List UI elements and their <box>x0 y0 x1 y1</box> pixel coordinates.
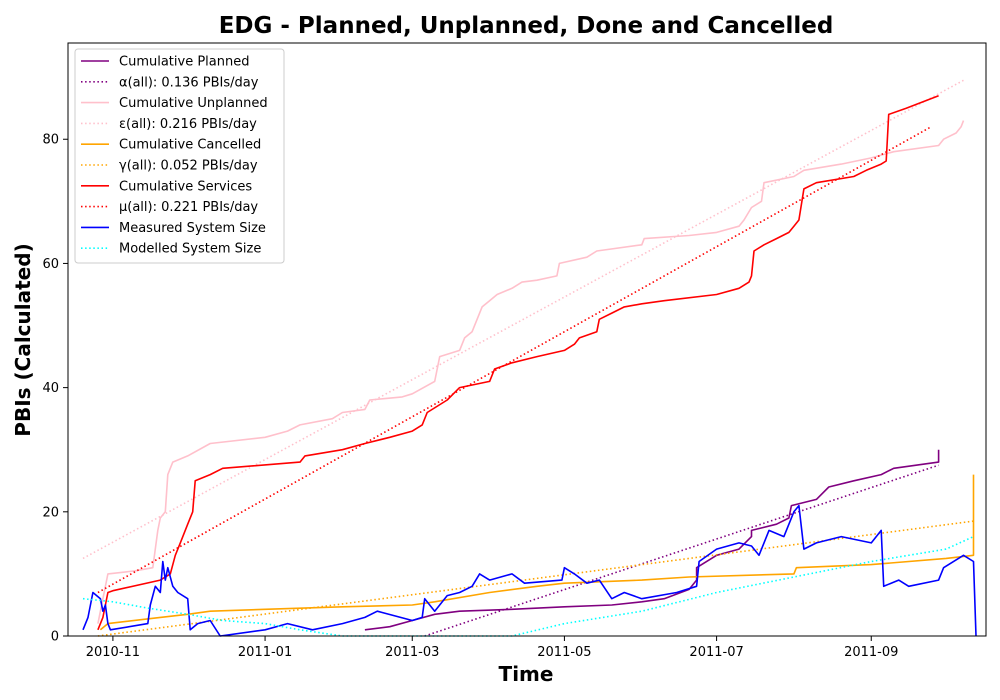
legend-entry-1: Cumulative Planned <box>119 55 249 70</box>
series-line-4 <box>82 79 964 560</box>
x-tick-label: 2011-05 <box>537 645 591 660</box>
x-tick-label: 2010-11 <box>86 645 140 660</box>
y-tick-label: 20 <box>42 505 59 520</box>
legend-entry-3: Cumulative Unplanned <box>119 96 268 111</box>
y-axis-label: PBIs (Calculated) <box>11 243 35 436</box>
legend-entry-9: Measured System Size <box>119 221 266 236</box>
x-tick-label: 2011-03 <box>385 645 439 660</box>
series-line-2 <box>424 464 939 637</box>
x-tick-label: 2011-01 <box>238 645 292 660</box>
chart-title: EDG - Planned, Unplanned, Done and Cance… <box>219 13 834 39</box>
legend-entry-4: ε(all): 0.216 PBIs/day <box>119 117 257 132</box>
y-tick-label: 0 <box>51 630 59 645</box>
legend-entry-2: α(all): 0.136 PBIs/day <box>119 75 259 90</box>
x-tick-label: 2011-07 <box>689 645 743 660</box>
legend-entry-8: μ(all): 0.221 PBIs/day <box>119 200 258 215</box>
legend-entry-7: Cumulative Services <box>119 179 252 194</box>
series-line-6 <box>97 520 974 637</box>
y-tick-label: 80 <box>42 133 59 148</box>
series-line-7 <box>97 95 939 631</box>
y-axis: 0 20 40 60 80 <box>42 133 68 645</box>
y-tick-label: 60 <box>42 257 59 272</box>
legend-entry-6: γ(all): 0.052 PBIs/day <box>119 159 258 174</box>
series-line-8 <box>97 126 932 594</box>
plot-frame <box>67 42 987 637</box>
legend-entry-5: Cumulative Cancelled <box>119 138 261 153</box>
series-layer <box>82 79 977 637</box>
x-tick-label: 2011-09 <box>844 645 898 660</box>
legend: Cumulative Planned α(all): 0.136 PBIs/day… <box>74 48 285 264</box>
series-line-5 <box>99 474 975 631</box>
legend-box <box>74 48 285 264</box>
x-axis-label: Time <box>499 662 554 686</box>
series-line-3 <box>97 120 965 624</box>
series-line-9 <box>82 504 977 637</box>
x-axis: 2010-11 2011-01 2011-03 2011-05 2011-07 2011-… <box>86 636 898 660</box>
legend-entry-10: Modelled System Size <box>119 242 261 257</box>
y-tick-label: 40 <box>42 381 59 396</box>
